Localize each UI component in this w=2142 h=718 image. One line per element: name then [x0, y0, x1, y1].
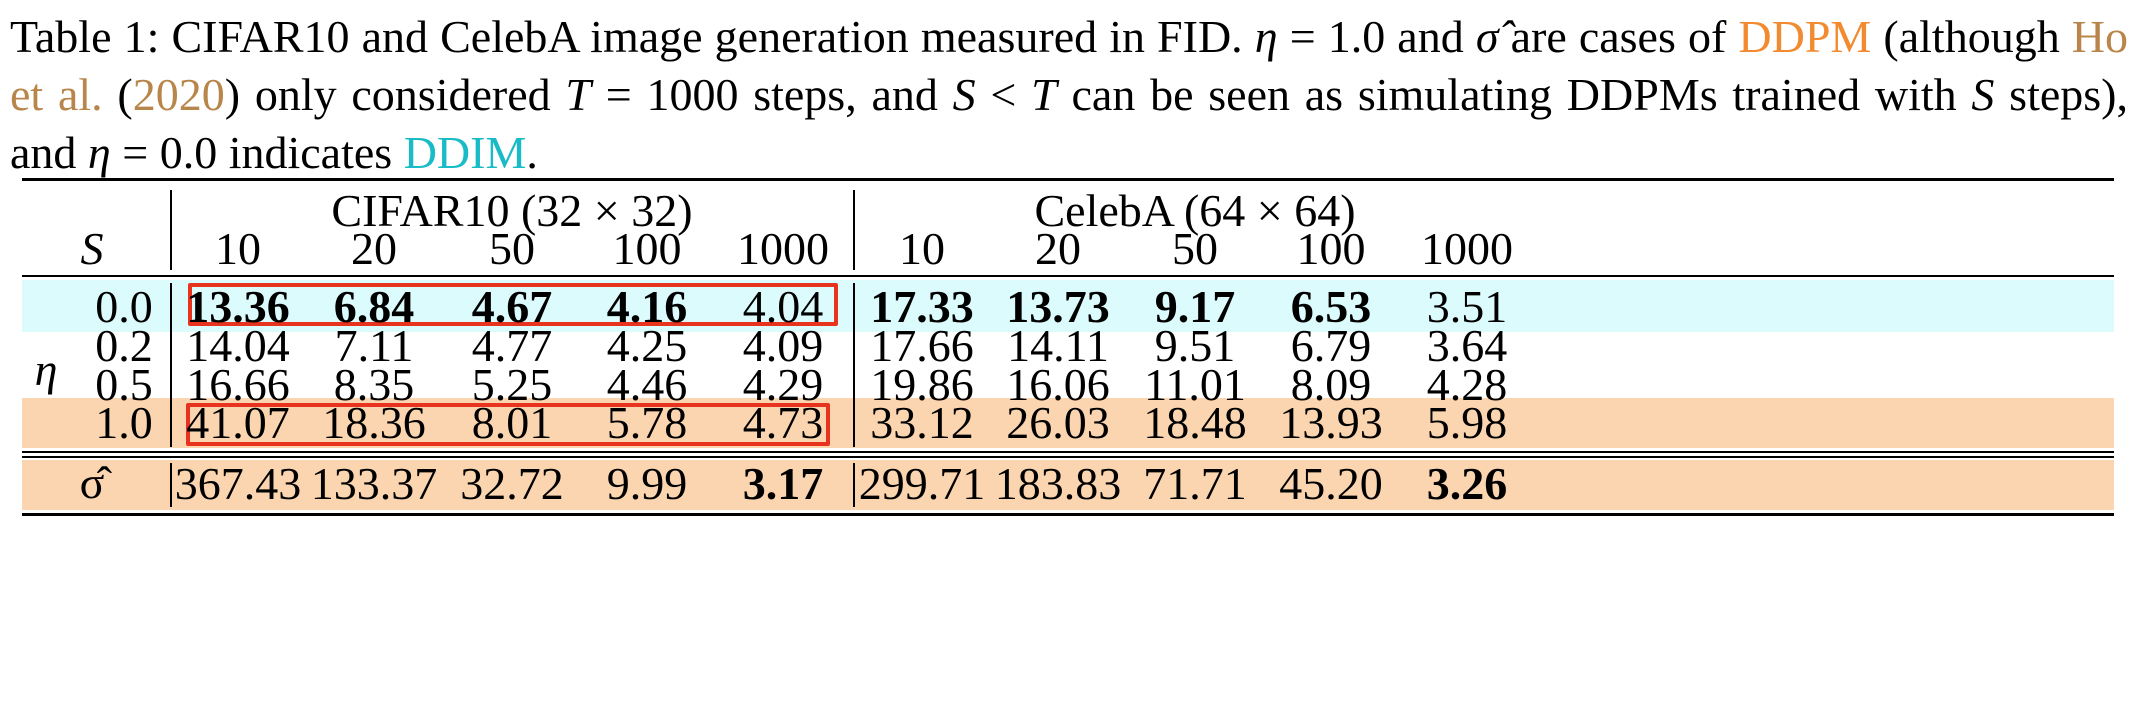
- step-count-header: 10: [215, 223, 261, 274]
- bottom-rule: [22, 513, 2114, 516]
- fid-value-cell: 17.66: [870, 320, 974, 371]
- fid-value-cell: 6.84: [333, 281, 415, 332]
- fid-value-cell: 16.66: [186, 359, 290, 410]
- fid-value-cell: 14.04: [186, 320, 290, 371]
- column-divider-middle: [853, 283, 855, 447]
- citation-authors-link[interactable]: Ho et al.: [10, 11, 2129, 120]
- step-count-header: 1000: [1421, 223, 1513, 274]
- column-divider-left: [170, 283, 172, 447]
- step-count-header: 10: [899, 223, 945, 274]
- fid-value-cell: 13.36: [186, 281, 290, 332]
- ddim-cifar-highlight-box: [188, 283, 838, 326]
- fid-value-cell: 4.25: [606, 320, 688, 371]
- column-divider-left: [170, 190, 172, 270]
- ddpm-cifar-highlight-box: [186, 403, 830, 446]
- fid-value-cell: 26.03: [1006, 397, 1110, 448]
- fid-value-cell: 8.01: [471, 397, 553, 448]
- sigma-fid-value-cell: 45.20: [1279, 458, 1383, 509]
- step-count-header: 50: [489, 223, 535, 274]
- sigma-row-highlight: [22, 460, 2114, 510]
- table-caption: Table 1: CIFAR10 and CelebA image genera…: [10, 11, 2129, 178]
- eta-value: 1.0: [95, 397, 153, 448]
- step-count-header: 1000: [737, 223, 829, 274]
- sigma-fid-value-cell: 3.26: [1426, 458, 1508, 509]
- fid-value-cell: 41.07: [186, 397, 290, 448]
- fid-value-cell: 5.78: [606, 397, 688, 448]
- fid-value-cell: 4.09: [742, 320, 824, 371]
- fid-value-cell: 8.35: [333, 359, 415, 410]
- sigma-fid-value-cell: 71.71: [1143, 458, 1247, 509]
- ddim-link[interactable]: DDIM: [403, 127, 527, 178]
- fid-value-cell: 3.51: [1426, 281, 1508, 332]
- steps-label: S: [80, 223, 104, 274]
- step-count-header: 100: [1296, 223, 1366, 274]
- fid-value-cell: 19.86: [870, 359, 974, 410]
- sigma-fid-value-cell: 183.83: [994, 458, 1122, 509]
- fid-value-cell: 4.67: [471, 281, 553, 332]
- sigma-hat-label: σ̂: [79, 457, 105, 508]
- sigma-fid-value-cell: 3.17: [742, 458, 824, 509]
- fid-value-cell: 5.25: [471, 359, 553, 410]
- double-rule-lower: [22, 456, 2114, 458]
- fid-value-cell: 3.64: [1426, 320, 1508, 371]
- fid-value-cell: 16.06: [1006, 359, 1110, 410]
- sigma-hat-symbol: σ̂: [1475, 11, 1499, 62]
- fid-value-cell: 4.73: [742, 397, 824, 448]
- sigma-fid-value-cell: 133.37: [310, 458, 438, 509]
- sigma-fid-value-cell: 9.99: [606, 458, 688, 509]
- column-divider-left: [170, 463, 172, 507]
- fid-value-cell: 11.01: [1144, 359, 1246, 410]
- fid-value-cell: 4.28: [1426, 359, 1508, 410]
- fid-value-cell: 9.51: [1154, 320, 1236, 371]
- fid-value-cell: 4.04: [742, 281, 824, 332]
- eta-label: η: [34, 344, 58, 395]
- fid-value-cell: 5.98: [1426, 397, 1508, 448]
- fid-value-cell: 13.73: [1006, 281, 1110, 332]
- top-rule: [22, 178, 2114, 181]
- column-divider-middle: [853, 190, 855, 270]
- fid-value-cell: 13.93: [1279, 397, 1383, 448]
- sigma-fid-value-cell: 367.43: [174, 458, 302, 509]
- eta-value: 0.0: [95, 281, 153, 332]
- ddpm-link[interactable]: DDPM: [1738, 11, 1872, 62]
- fid-value-cell: 9.17: [1154, 281, 1236, 332]
- fid-value-cell: 6.79: [1290, 320, 1372, 371]
- eta-symbol: η: [1254, 11, 1278, 62]
- fid-value-cell: 17.33: [870, 281, 974, 332]
- fid-value-cell: 6.53: [1290, 281, 1372, 332]
- fid-value-cell: 33.12: [870, 397, 974, 448]
- citation-year-link[interactable]: 2020: [132, 69, 225, 120]
- fid-value-cell: 8.09: [1290, 359, 1372, 410]
- step-count-header: 50: [1172, 223, 1218, 274]
- fid-value-cell: 18.36: [322, 397, 426, 448]
- double-rule-upper: [22, 451, 2114, 453]
- fid-value-cell: 14.11: [1007, 320, 1109, 371]
- header-rule: [22, 275, 2114, 277]
- step-count-header: 100: [612, 223, 682, 274]
- eta-value: 0.5: [95, 359, 153, 410]
- fid-value-cell: 4.29: [742, 359, 824, 410]
- sigma-fid-value-cell: 32.72: [460, 458, 564, 509]
- fid-value-cell: 4.16: [606, 281, 688, 332]
- fid-value-cell: 4.46: [606, 359, 688, 410]
- sigma-fid-value-cell: 299.71: [858, 458, 986, 509]
- fid-value-cell: 18.48: [1143, 397, 1247, 448]
- step-count-header: 20: [1035, 223, 1081, 274]
- column-divider-middle: [853, 463, 855, 507]
- cifar10-group-header: CIFAR10 (32 × 32): [331, 185, 693, 236]
- eta-value: 0.2: [95, 320, 153, 371]
- fid-value-cell: 4.77: [471, 320, 553, 371]
- celeba-group-header: CelebA (64 × 64): [1034, 185, 1356, 236]
- step-count-header: 20: [351, 223, 397, 274]
- fid-value-cell: 7.11: [334, 320, 414, 371]
